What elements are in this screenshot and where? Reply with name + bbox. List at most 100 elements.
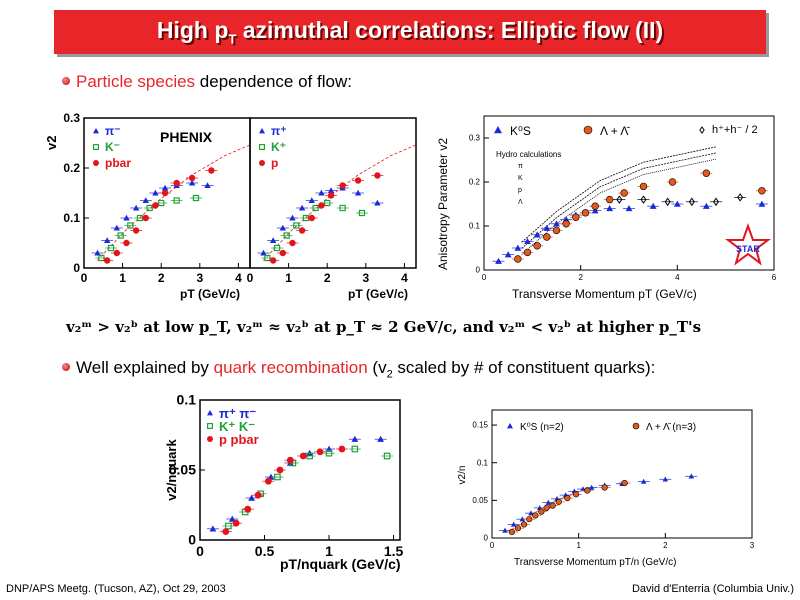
data-point [524,238,531,245]
data-point [572,491,580,498]
star-logo: STAR [725,223,771,266]
data-point [543,224,551,231]
data-point [514,525,522,532]
data-point [514,255,522,263]
data-point [232,519,240,527]
legend-label: K⁰S (n=2) [520,422,564,433]
hydro-curve [521,146,717,243]
data-point [668,178,677,186]
phenix-top-plot: v2 0 0.1 0.2 0.3 0 1 2 3 4 0 1 2 3 4 pT (GeV/c) pT … [44,111,417,301]
data-point [526,516,533,523]
data-point [358,209,366,217]
data-point [510,521,517,527]
data-point [649,202,657,209]
legend-marker [259,160,265,166]
legend-label: p pbar [219,432,259,447]
data-point [338,445,346,453]
bullet-icon [62,362,70,371]
data-point [383,452,391,460]
legend-marker [632,422,640,430]
data-point [520,521,528,528]
hydro-curve [521,152,717,249]
data-point [374,172,381,179]
legend-label: π⁻ [105,124,121,138]
star-scaled-xlabel: Transverse Momentum pT/n (GeV/c) [514,557,676,568]
legend-marker [259,144,266,151]
y-tick-label: 0 [476,266,481,275]
data-point [279,249,287,257]
hydro-curve [521,158,717,255]
data-point [248,494,256,501]
data-point [132,204,140,211]
data-point [283,232,290,239]
legend-marker [699,126,705,134]
data-point [514,244,522,251]
data-point [354,177,362,184]
data-point [161,189,169,197]
hydro-pi: π [518,163,523,170]
footer-left: DNP/APS Meetg. (Tucson, AZ), Oct 29, 200… [6,583,226,595]
data-point [103,237,111,244]
legend-label: K⁺ [271,140,286,154]
legend-label: p [271,156,278,170]
data-point [555,498,562,505]
x-tick-label: 0 [247,271,254,285]
data-point [532,512,539,519]
data-point [543,504,550,511]
title-bar: High pT azimuthal correlations: Elliptic… [54,10,766,54]
data-point [528,510,534,516]
data-point [274,473,281,481]
data-point [298,204,306,211]
data-point [564,494,571,502]
x-tick-label: 1 [285,271,292,285]
data-point [228,515,236,522]
data-point [605,195,614,204]
x-tick-label: 2 [158,271,165,285]
data-point [519,516,526,522]
y-tick-label: 0.2 [63,161,80,175]
star-scaled-frame [491,409,753,539]
data-point [127,222,134,229]
hydro-lambda: Λ [518,199,523,206]
data-point [758,187,766,195]
data-point [581,209,590,217]
data-point [616,195,623,204]
y-tick-label: 0.3 [469,134,481,143]
data-point [286,456,294,464]
data-point [192,194,200,202]
data-point [640,195,647,204]
data-point [351,445,359,453]
data-point [533,231,541,238]
data-point [495,257,502,264]
data-point [161,184,169,191]
data-point [664,197,671,207]
data-point [152,189,159,196]
y-tick-label: 0.2 [469,178,481,187]
data-point [279,224,287,231]
data-point [188,179,196,186]
data-point [553,220,560,227]
star-frame [483,115,775,271]
legend-label: pbar [105,156,131,170]
x-tick-label: 3 [750,541,755,550]
legend-marker [92,144,99,151]
data-point [107,244,115,252]
x-tick-label: 4 [401,271,408,285]
data-point [142,197,149,204]
y-tick-label: 0.15 [472,421,488,430]
data-point [543,233,551,241]
data-point [273,244,281,252]
data-point [377,435,385,442]
x-tick-label: 1.5 [384,543,404,559]
data-point [591,202,599,210]
data-point [94,249,101,256]
data-point [339,182,346,189]
legend-label: h⁺+h⁻ / 2 [712,124,758,136]
legend-label: K⁻ [105,140,120,154]
legend-marker [207,410,213,416]
data-point [123,239,130,247]
data-point [269,237,277,244]
phenix-scaled-plot: v2/nquark pT/nquark (GeV/c) 0 0.05 0.1 0 0.… [164,392,403,572]
equation: v₂ᵐ > v₂ᵇ at low p_T, v₂ᵐ ≈ v₂ᵇ at p_T ≈… [66,318,702,336]
